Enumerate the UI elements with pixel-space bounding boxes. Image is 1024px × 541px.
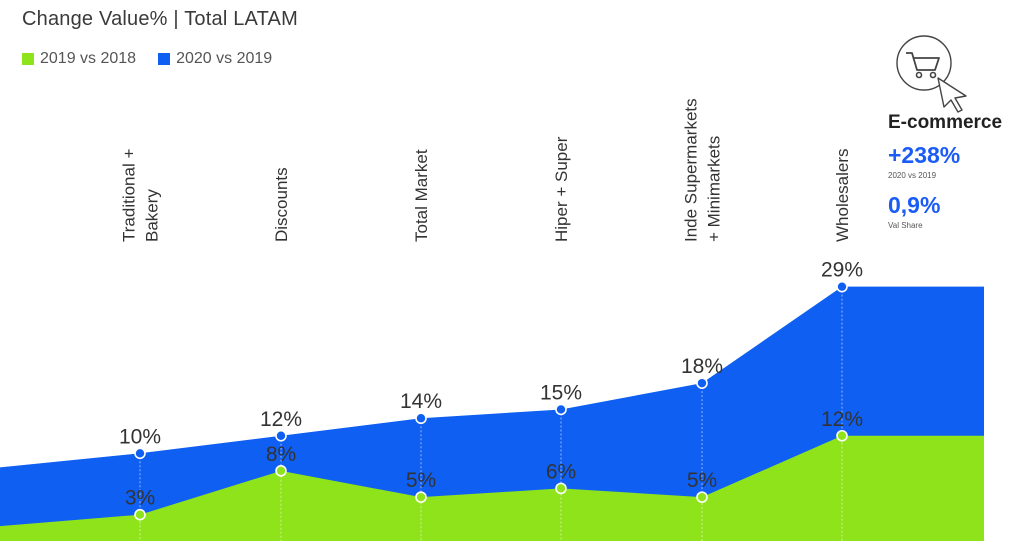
ecommerce-share: 0,9%	[888, 192, 941, 218]
point-2020	[555, 403, 567, 416]
value-label-2019: 6%	[546, 460, 576, 483]
point-2019	[696, 491, 708, 503]
category-label-line: + Minimarkets	[705, 136, 724, 242]
area-series-2019	[0, 435, 984, 541]
point-2020	[415, 412, 427, 425]
point-2019	[275, 465, 287, 477]
shopping-cart-icon	[896, 35, 967, 113]
point-2020	[696, 377, 708, 389]
chart-title: Change Value% | Total LATAM	[22, 8, 298, 30]
ecommerce-growth: +238%	[888, 142, 961, 168]
legend-item-2020: 2020 vs 2019	[158, 50, 272, 68]
legend-swatch-2019	[22, 53, 34, 65]
value-label-2019: 3%	[125, 487, 155, 510]
value-label-2020: 14%	[400, 390, 442, 413]
point-2019	[415, 491, 427, 503]
value-label-2020: 29%	[821, 259, 863, 282]
point-2020	[275, 429, 287, 442]
ecommerce-title: E-commerce	[888, 112, 1003, 133]
ecommerce-share-label: Val Share	[888, 221, 923, 230]
category-label: Wholesalers	[833, 148, 852, 242]
value-label-2020: 12%	[260, 408, 302, 431]
point-2019	[836, 429, 848, 442]
category-label-line: Total Market	[412, 149, 431, 242]
legend-item-2019: 2019 vs 2018	[22, 50, 136, 68]
ecommerce-panel: E-commerce +238% 2020 vs 2019 0,9% Val S…	[888, 112, 1024, 230]
point-2020	[134, 447, 146, 460]
legend: 2019 vs 2018 2020 vs 2019	[22, 50, 272, 68]
value-label-2019: 5%	[406, 469, 436, 492]
legend-swatch-2020	[158, 53, 171, 65]
value-label-2020: 18%	[681, 355, 723, 378]
category-label-line: Wholesalers	[833, 148, 852, 242]
value-label-2020: 15%	[540, 381, 582, 404]
category-label: Traditional + Bakery	[120, 149, 162, 242]
point-2019	[134, 508, 146, 521]
category-label: Inde Supermarkets + Minimarkets	[682, 98, 724, 242]
ecommerce-growth-label: 2020 vs 2019	[888, 171, 937, 180]
category-label-line: Inde Supermarkets	[682, 98, 701, 242]
category-label: Hiper + Super	[552, 136, 571, 242]
value-label-2019: 5%	[687, 469, 717, 492]
category-label-line: Hiper + Super	[552, 136, 571, 242]
category-label: Discounts	[272, 167, 291, 242]
point-2019	[555, 482, 567, 495]
area-series-2020	[0, 286, 984, 541]
category-label-line: Traditional +	[120, 149, 139, 242]
value-label-2020: 10%	[119, 425, 161, 448]
legend-label-2019: 2019 vs 2018	[40, 50, 137, 67]
value-label-2019: 12%	[821, 408, 863, 431]
category-label: Total Market	[412, 149, 431, 242]
point-2020	[836, 280, 848, 293]
category-label-line: Discounts	[272, 167, 291, 242]
value-label-2019: 8%	[266, 443, 296, 466]
category-label-line: Bakery	[143, 189, 162, 242]
legend-label-2020: 2020 vs 2019	[176, 50, 273, 67]
